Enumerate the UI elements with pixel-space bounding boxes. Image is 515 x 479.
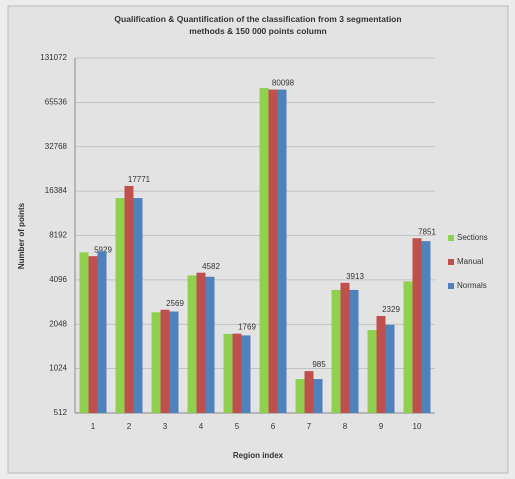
x-tick-label: 2 xyxy=(127,422,132,431)
x-tick-label: 3 xyxy=(163,422,168,431)
data-label: 1769 xyxy=(238,323,256,332)
bar xyxy=(134,198,143,413)
bar xyxy=(341,283,350,413)
bar xyxy=(269,90,278,413)
y-tick-label: 32768 xyxy=(45,142,68,151)
bar xyxy=(350,290,359,413)
bar xyxy=(197,273,206,413)
bar xyxy=(125,186,134,413)
bar xyxy=(188,275,197,413)
data-label: 2329 xyxy=(382,305,400,314)
legend-label: Normals xyxy=(457,281,487,290)
y-tick-label: 512 xyxy=(54,408,68,417)
y-tick-label: 2048 xyxy=(49,319,67,328)
x-axis-label: Region index xyxy=(233,451,284,460)
x-tick-label: 7 xyxy=(307,422,312,431)
y-tick-label: 4096 xyxy=(49,275,67,284)
legend-swatch xyxy=(448,283,454,289)
data-label: 80098 xyxy=(272,79,295,88)
chart: Qualification & Quantification of the cl… xyxy=(0,0,515,479)
bar xyxy=(170,311,179,413)
y-tick-label: 1024 xyxy=(49,364,67,373)
bar xyxy=(242,335,251,413)
legend-swatch xyxy=(448,235,454,241)
bar xyxy=(305,371,314,413)
x-tick-label: 8 xyxy=(343,422,348,431)
y-tick-label: 16384 xyxy=(45,186,68,195)
bar xyxy=(368,330,377,413)
legend-label: Manual xyxy=(457,257,483,266)
bar xyxy=(422,241,431,413)
bar xyxy=(386,325,395,413)
bar xyxy=(224,334,233,413)
x-tick-label: 1 xyxy=(91,422,96,431)
x-tick-label: 4 xyxy=(199,422,204,431)
data-label: 2569 xyxy=(166,299,184,308)
bar xyxy=(233,334,242,413)
y-tick-label: 8192 xyxy=(49,231,67,240)
bar xyxy=(404,281,413,413)
y-tick-label: 131072 xyxy=(40,53,67,62)
bar xyxy=(206,277,215,413)
bar xyxy=(314,379,323,413)
bar xyxy=(116,198,125,413)
bar xyxy=(377,316,386,413)
bar xyxy=(296,379,305,413)
data-label: 7851 xyxy=(418,227,436,236)
x-tick-label: 10 xyxy=(413,422,422,431)
y-tick-label: 65536 xyxy=(45,97,68,106)
x-tick-label: 9 xyxy=(379,422,384,431)
data-label: 17771 xyxy=(128,175,151,184)
y-axis-label: Number of points xyxy=(17,202,26,269)
data-label: 4582 xyxy=(202,262,220,271)
data-label: 985 xyxy=(312,360,326,369)
bar xyxy=(161,310,170,413)
legend-swatch xyxy=(448,259,454,265)
bar xyxy=(89,256,98,413)
bar xyxy=(413,238,422,413)
x-tick-label: 5 xyxy=(235,422,240,431)
bar xyxy=(332,290,341,413)
bar xyxy=(80,252,89,413)
x-tick-label: 6 xyxy=(271,422,276,431)
bar xyxy=(152,312,161,413)
bar xyxy=(98,251,107,413)
bar xyxy=(278,90,287,413)
data-label: 3913 xyxy=(346,272,364,281)
bar xyxy=(260,88,269,413)
legend-label: Sections xyxy=(457,233,488,242)
